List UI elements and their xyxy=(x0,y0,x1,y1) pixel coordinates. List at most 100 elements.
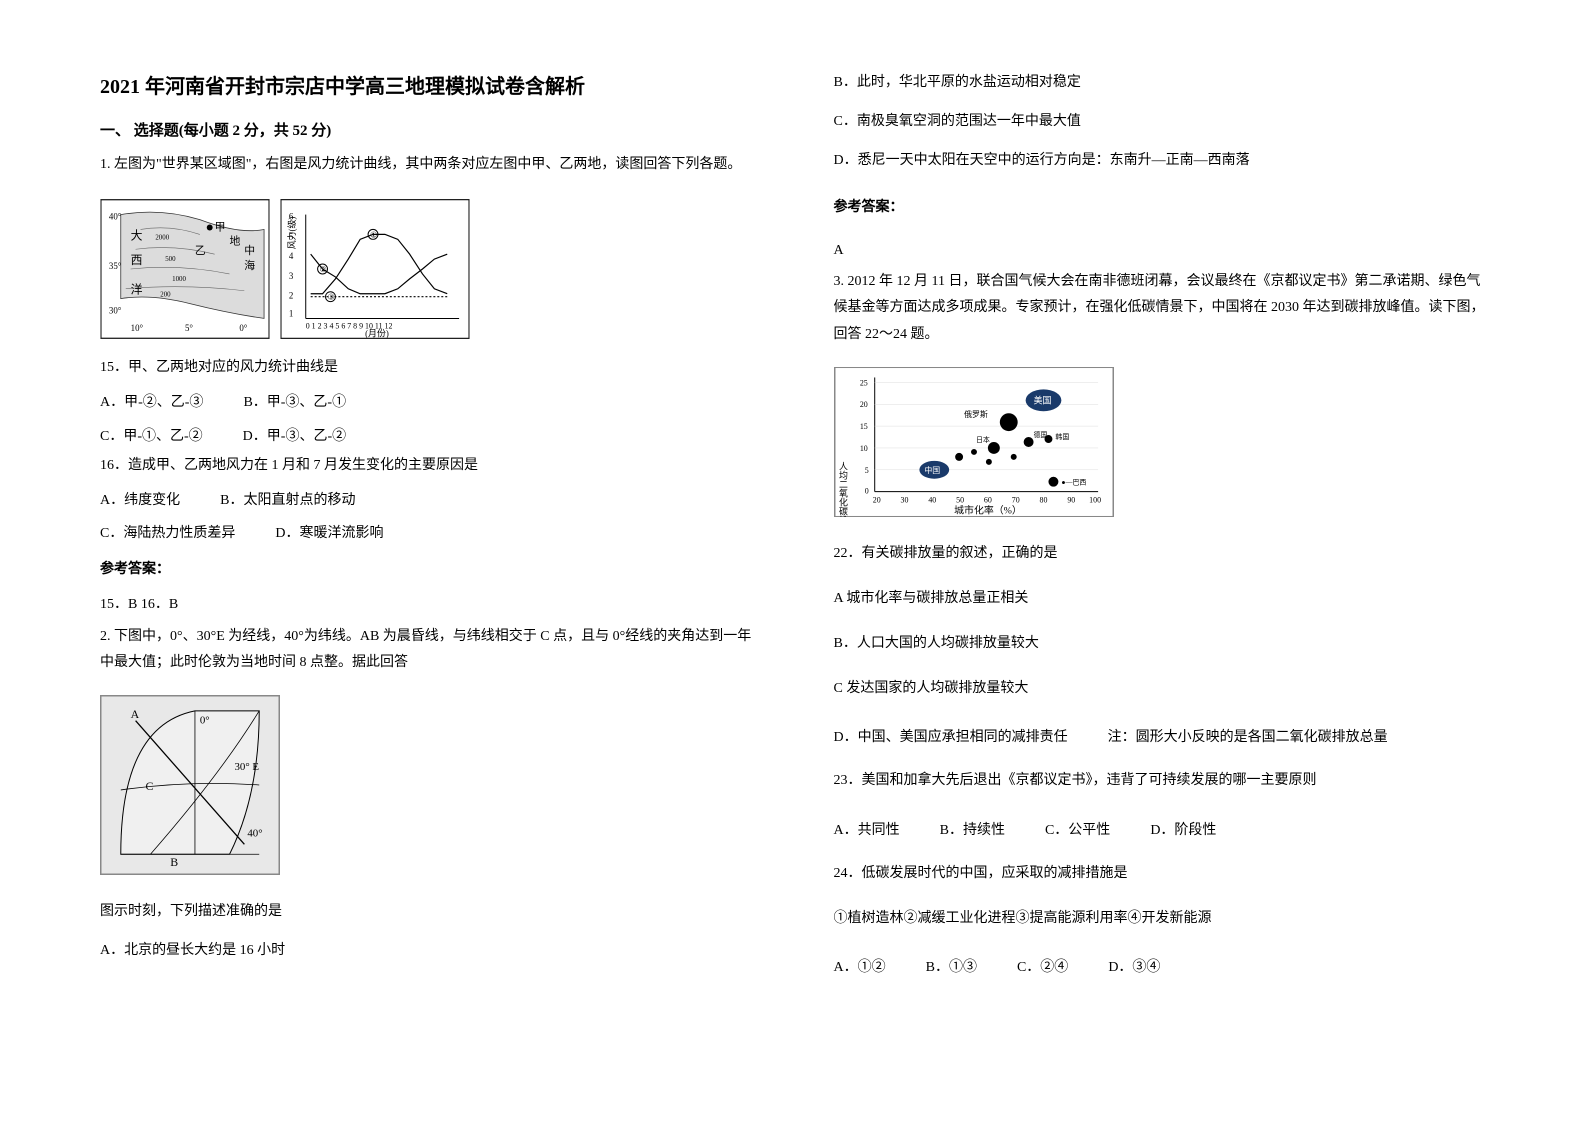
q3-24-optA: A．①② xyxy=(834,955,886,980)
svg-text:30°: 30° xyxy=(109,306,122,316)
q1-16-optB: B．太阳直射点的移动 xyxy=(220,488,355,513)
q3-24-items: ①植树造林②减缓工业化进程③提高能源利用率④开发新能源 xyxy=(834,906,1488,931)
svg-text:2: 2 xyxy=(289,291,293,301)
q1-16-row2: C．海陆热力性质差异 D．寒暖洋流影响 xyxy=(100,521,754,546)
q1-16-optA: A．纬度变化 xyxy=(100,488,180,513)
svg-text:海: 海 xyxy=(244,258,255,272)
svg-text:风力(级): 风力(级) xyxy=(286,217,297,250)
svg-text:0°: 0° xyxy=(239,323,247,333)
svg-text:40°: 40° xyxy=(109,212,122,222)
svg-text:40°: 40° xyxy=(247,827,262,839)
svg-text:30° E: 30° E xyxy=(235,761,260,773)
svg-text:C: C xyxy=(146,779,154,793)
svg-text:20: 20 xyxy=(859,400,867,409)
q3-23-optB: B．持续性 xyxy=(940,818,1005,843)
q3-24-optC: C．②④ xyxy=(1017,955,1068,980)
q3-23-optA: A．共同性 xyxy=(834,818,900,843)
q3-22-rowD: D．中国、美国应承担相同的减排责任 注：圆形大小反映的是各国二氧化碳排放总量 xyxy=(834,725,1488,750)
svg-text:韩国: 韩国 xyxy=(1055,432,1069,441)
q2-prompt: 图示时刻，下列描述准确的是 xyxy=(100,899,754,924)
q1-15-optB: B．甲-③、乙-① xyxy=(243,390,346,415)
q1-stem: 1. 左图为"世界某区域图"，右图是风力统计曲线，其中两条对应左图中甲、乙两地，… xyxy=(100,152,754,177)
q1-15-optC: C．甲-①、乙-② xyxy=(100,424,203,449)
q1-answer-label: 参考答案： xyxy=(100,558,754,578)
q3-22-optC: C 发达国家的人均碳排放量较大 xyxy=(834,676,1488,701)
svg-text:B: B xyxy=(170,855,178,869)
svg-text:乙: 乙 xyxy=(195,244,206,257)
svg-text:中: 中 xyxy=(244,244,255,257)
q3-22-note: 注：圆形大小反映的是各国二氧化碳排放总量 xyxy=(1108,725,1388,750)
q1-15-row2: C．甲-①、乙-② D．甲-③、乙-② xyxy=(100,424,754,449)
svg-text:0: 0 xyxy=(864,486,868,495)
q3-22-optB: B．人口大国的人均碳排放量较大 xyxy=(834,631,1488,656)
q3-24-opts: A．①② B．①③ C．②④ D．③④ xyxy=(834,955,1488,980)
q2-stem: 2. 下图中，0°、30°E 为经线，40°为纬线。AB 为晨昏线，与纬线相交于… xyxy=(100,624,754,677)
q1-16-optC: C．海陆热力性质差异 xyxy=(100,521,235,546)
svg-text:500: 500 xyxy=(165,256,176,263)
svg-text:30: 30 xyxy=(900,495,908,504)
q1-answer: 15．B 16．B xyxy=(100,592,754,617)
svg-text:80: 80 xyxy=(1039,495,1047,504)
q2-figure: A 0° 30° E C 40° B xyxy=(100,695,280,875)
svg-text:大: 大 xyxy=(131,229,143,243)
svg-text:200: 200 xyxy=(160,292,171,299)
svg-text:中国: 中国 xyxy=(924,464,940,474)
svg-text:②: ② xyxy=(320,265,327,274)
svg-text:日本: 日本 xyxy=(975,435,989,444)
svg-text:(月份): (月份) xyxy=(365,327,389,338)
q1-15-optD: D．甲-③、乙-② xyxy=(243,424,346,449)
q3-23-optD: D．阶段性 xyxy=(1150,818,1216,843)
svg-text:A: A xyxy=(131,706,140,720)
q3-23-optC: C．公平性 xyxy=(1045,818,1110,843)
svg-text:20: 20 xyxy=(872,495,880,504)
svg-text:0°: 0° xyxy=(200,714,210,726)
q3-23-prompt: 23．美国和加拿大先后退出《京都议定书》，违背了可持续发展的哪一主要原则 xyxy=(834,768,1488,793)
svg-text:4: 4 xyxy=(289,251,294,261)
right-column: B．此时，华北平原的水盐运动相对稳定 C．南极臭氧空洞的范围达一年中最大值 D．… xyxy=(834,70,1488,1082)
q3-22-optA: A 城市化率与碳排放总量正相关 xyxy=(834,586,1488,611)
q3-24-optB: B．①③ xyxy=(926,955,977,980)
q3-23-opts: A．共同性 B．持续性 C．公平性 D．阶段性 xyxy=(834,818,1488,843)
svg-text:2000: 2000 xyxy=(155,235,169,242)
svg-text:●—巴西: ●—巴西 xyxy=(1061,478,1086,486)
svg-text:俄罗斯: 俄罗斯 xyxy=(964,409,988,419)
q1-wind-chart: 6 5 4 3 2 1 ① ② ③ 0 1 2 3 4 5 6 7 8 9 10… xyxy=(280,199,470,339)
svg-text:100: 100 xyxy=(1089,495,1101,504)
svg-text:5: 5 xyxy=(864,465,868,474)
svg-text:5°: 5° xyxy=(185,323,193,333)
q1-16-prompt: 16．造成甲、乙两地风力在 1 月和 7 月发生变化的主要原因是 xyxy=(100,453,754,478)
q2-answer-label: 参考答案： xyxy=(834,196,1488,216)
q2-optC: C．南极臭氧空洞的范围达一年中最大值 xyxy=(834,109,1488,134)
svg-text:35°: 35° xyxy=(109,261,122,271)
q1-16-optD: D．寒暖洋流影响 xyxy=(275,521,383,546)
svg-text:15: 15 xyxy=(859,422,867,431)
q3-24-optD: D．③④ xyxy=(1108,955,1160,980)
q3-22-prompt: 22．有关碳排放量的叙述，正确的是 xyxy=(834,541,1488,566)
svg-text:1: 1 xyxy=(289,309,293,319)
svg-text:3: 3 xyxy=(289,271,294,281)
exam-title: 2021 年河南省开封市宗店中学高三地理模拟试卷含解析 xyxy=(100,70,754,99)
q2-optB: B．此时，华北平原的水盐运动相对稳定 xyxy=(834,70,1488,95)
svg-text:50: 50 xyxy=(956,495,964,504)
svg-text:人均二氧化碳排放量: 人均二氧化碳排放量 xyxy=(837,461,847,516)
svg-text:美国: 美国 xyxy=(1033,394,1051,405)
q1-16-row1: A．纬度变化 B．太阳直射点的移动 xyxy=(100,488,754,513)
svg-text:③: ③ xyxy=(328,293,335,302)
q2-optD: D．悉尼一天中太阳在天空中的运行方向是：东南升—正南—西南落 xyxy=(834,148,1488,173)
svg-text:洋: 洋 xyxy=(131,283,143,297)
q1-15-row1: A．甲-②、乙-③ B．甲-③、乙-① xyxy=(100,390,754,415)
q1-figures: 40° 35° 30° 10° 5° 0° 大 西 洋 甲 乙 地 中 海 20… xyxy=(100,191,754,347)
q1-map-figure: 40° 35° 30° 10° 5° 0° 大 西 洋 甲 乙 地 中 海 20… xyxy=(100,199,270,339)
q2-answer: A xyxy=(834,238,1488,263)
q3-22-optD: D．中国、美国应承担相同的减排责任 xyxy=(834,725,1068,750)
left-column: 2021 年河南省开封市宗店中学高三地理模拟试卷含解析 一、 选择题(每小题 2… xyxy=(100,70,754,1082)
svg-text:①: ① xyxy=(370,231,377,240)
q1-15-optA: A．甲-②、乙-③ xyxy=(100,390,203,415)
svg-text:70: 70 xyxy=(1011,495,1019,504)
svg-text:西: 西 xyxy=(131,253,143,267)
svg-text:1000: 1000 xyxy=(172,276,186,283)
svg-text:甲: 甲 xyxy=(215,222,226,234)
svg-text:90: 90 xyxy=(1067,495,1075,504)
svg-text:10: 10 xyxy=(859,443,867,452)
q2-optA: A．北京的昼长大约是 16 小时 xyxy=(100,938,754,963)
